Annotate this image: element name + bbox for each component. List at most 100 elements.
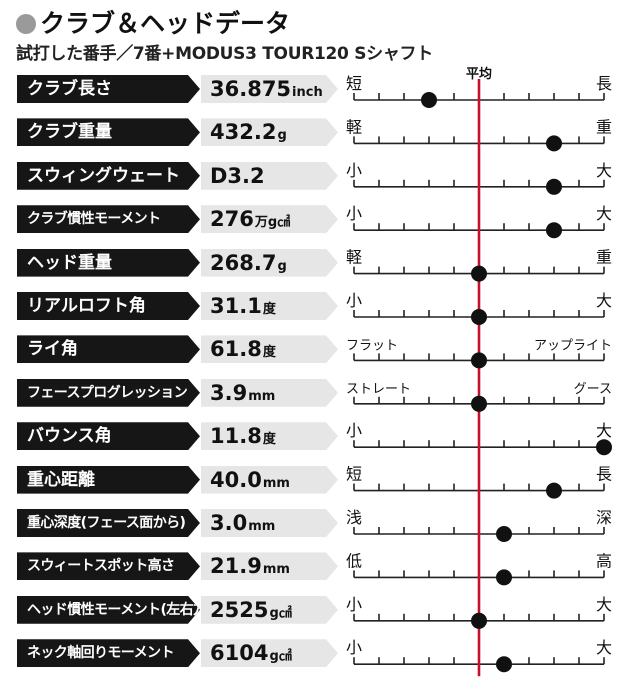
row-value: 40.0mm xyxy=(201,466,338,494)
scale-right-label: 大 xyxy=(596,638,612,657)
row-label: リアルロフト角 xyxy=(17,292,200,320)
row-value-number: 36.875 xyxy=(210,77,292,101)
row-value: 21.9mm xyxy=(201,552,338,580)
scale-left-label: フラット xyxy=(346,338,398,353)
data-point xyxy=(596,439,612,456)
row-value: 2525g㎠ xyxy=(201,596,338,624)
row-value-unit: 度 xyxy=(262,302,276,317)
scale-left-label: 小 xyxy=(346,638,362,657)
row-label: バウンス角 xyxy=(17,422,200,450)
scale-left-label: 小 xyxy=(346,421,362,440)
row-label: クラブ重量 xyxy=(17,118,200,146)
row-value-unit: mm xyxy=(262,475,290,491)
scale-right-label: アップライト xyxy=(534,338,612,353)
row-value: 3.0mm xyxy=(201,509,338,537)
scale-right-label: 長 xyxy=(596,74,612,93)
scale-right-label: 大 xyxy=(596,204,612,223)
row-value-number: 61.8 xyxy=(210,337,262,362)
row-value-number: 11.8 xyxy=(210,424,262,449)
row-value: 276万g㎠ xyxy=(201,205,338,233)
row-label: ネック軸回りモーメント xyxy=(17,639,200,667)
row-value-number: 2525 xyxy=(210,597,269,622)
data-point xyxy=(546,482,562,499)
row-value-unit: g㎠ xyxy=(269,605,292,621)
row-value-number: 3.9 xyxy=(210,380,248,405)
scale-left-label: 短 xyxy=(346,74,362,93)
row-value-number: 31.1 xyxy=(210,294,262,318)
scale-left-label: ストレート xyxy=(346,382,411,397)
data-point xyxy=(471,395,487,412)
row-label: ライ角 xyxy=(17,335,200,363)
row-value-unit: mm xyxy=(248,519,276,534)
data-point xyxy=(471,309,487,325)
data-point xyxy=(546,222,562,239)
scale-right-label: 重 xyxy=(596,248,612,267)
row-label: 重心距離 xyxy=(17,466,200,494)
row-value-number: 6104 xyxy=(210,641,269,666)
data-point xyxy=(546,178,562,195)
row-value-number: 276 xyxy=(210,207,254,232)
row-value-unit: g xyxy=(277,258,287,274)
row-value-unit: 万g㎠ xyxy=(254,215,291,231)
scale-right-label: 大 xyxy=(596,291,612,310)
chart-title-text: クラブ＆ヘッドデータ xyxy=(40,9,291,38)
average-label: 平均 xyxy=(466,66,492,82)
data-point xyxy=(471,265,487,282)
data-point xyxy=(496,526,512,542)
row-label: スウィートスポット高さ xyxy=(17,552,200,580)
data-point xyxy=(471,352,487,369)
data-point xyxy=(496,569,512,586)
row-value-unit: g xyxy=(277,128,287,144)
row-value: D3.2 xyxy=(201,162,338,190)
data-point xyxy=(546,135,562,152)
row-value-unit: 度 xyxy=(262,345,276,361)
row-value: 61.8度 xyxy=(201,335,338,363)
scale-left-label: 小 xyxy=(346,161,362,180)
row-value-number: 40.0 xyxy=(210,467,262,492)
scale-right-label: グース xyxy=(574,382,612,397)
row-value-number: 21.9 xyxy=(210,554,262,579)
row-value-unit: g㎠ xyxy=(269,649,292,665)
data-point xyxy=(496,656,512,673)
row-value-unit: 度 xyxy=(262,432,276,448)
row-value-number: D3.2 xyxy=(210,163,265,188)
scale-right-label: 大 xyxy=(596,421,612,440)
row-value: 3.9mm xyxy=(201,379,338,407)
scale-left-label: 低 xyxy=(346,551,362,570)
scale-left-label: 軽 xyxy=(346,117,362,136)
row-value: 36.875inch xyxy=(201,75,338,103)
row-value-number: 432.2 xyxy=(210,120,277,145)
row-value: 432.2g xyxy=(201,118,338,146)
row-label: クラブ長さ xyxy=(17,75,200,103)
scale-right-label: 高 xyxy=(596,551,612,570)
scale-left-label: 小 xyxy=(346,291,362,310)
row-value-unit: mm xyxy=(262,562,290,578)
row-label: ヘッド重量 xyxy=(17,249,200,277)
row-label: フェースプログレッション xyxy=(17,379,200,407)
row-value: 31.1度 xyxy=(201,292,338,320)
chart-subtitle: 試打した番手／7番+MODUS3 TOUR120 Sシャフト xyxy=(16,44,433,64)
data-point xyxy=(421,92,437,108)
bullet-dot-icon xyxy=(16,14,36,34)
row-value-unit: mm xyxy=(248,388,276,404)
scale-right-label: 長 xyxy=(596,465,612,484)
row-label: クラブ慣性モーメント xyxy=(17,205,200,233)
chart-title: クラブ＆ヘッドデータ xyxy=(16,4,290,40)
row-label: 重心深度(フェース面から) xyxy=(17,509,200,537)
scale-left-label: 軽 xyxy=(346,248,362,267)
row-value: 11.8度 xyxy=(201,422,338,450)
data-point xyxy=(471,612,487,629)
scale-right-label: 重 xyxy=(596,117,612,136)
scale-left-label: 小 xyxy=(346,595,362,614)
scale-right-label: 大 xyxy=(596,595,612,614)
row-value: 6104g㎠ xyxy=(201,639,338,667)
scale-right-label: 大 xyxy=(596,161,612,180)
row-label: ヘッド慣性モーメント(左右方向) xyxy=(17,596,200,624)
row-value-number: 3.0 xyxy=(210,511,248,535)
row-value: 268.7g xyxy=(201,249,338,277)
scale-left-label: 短 xyxy=(346,465,362,484)
scale-right-label: 深 xyxy=(596,508,612,527)
row-label: スウィングウェート xyxy=(17,162,200,190)
